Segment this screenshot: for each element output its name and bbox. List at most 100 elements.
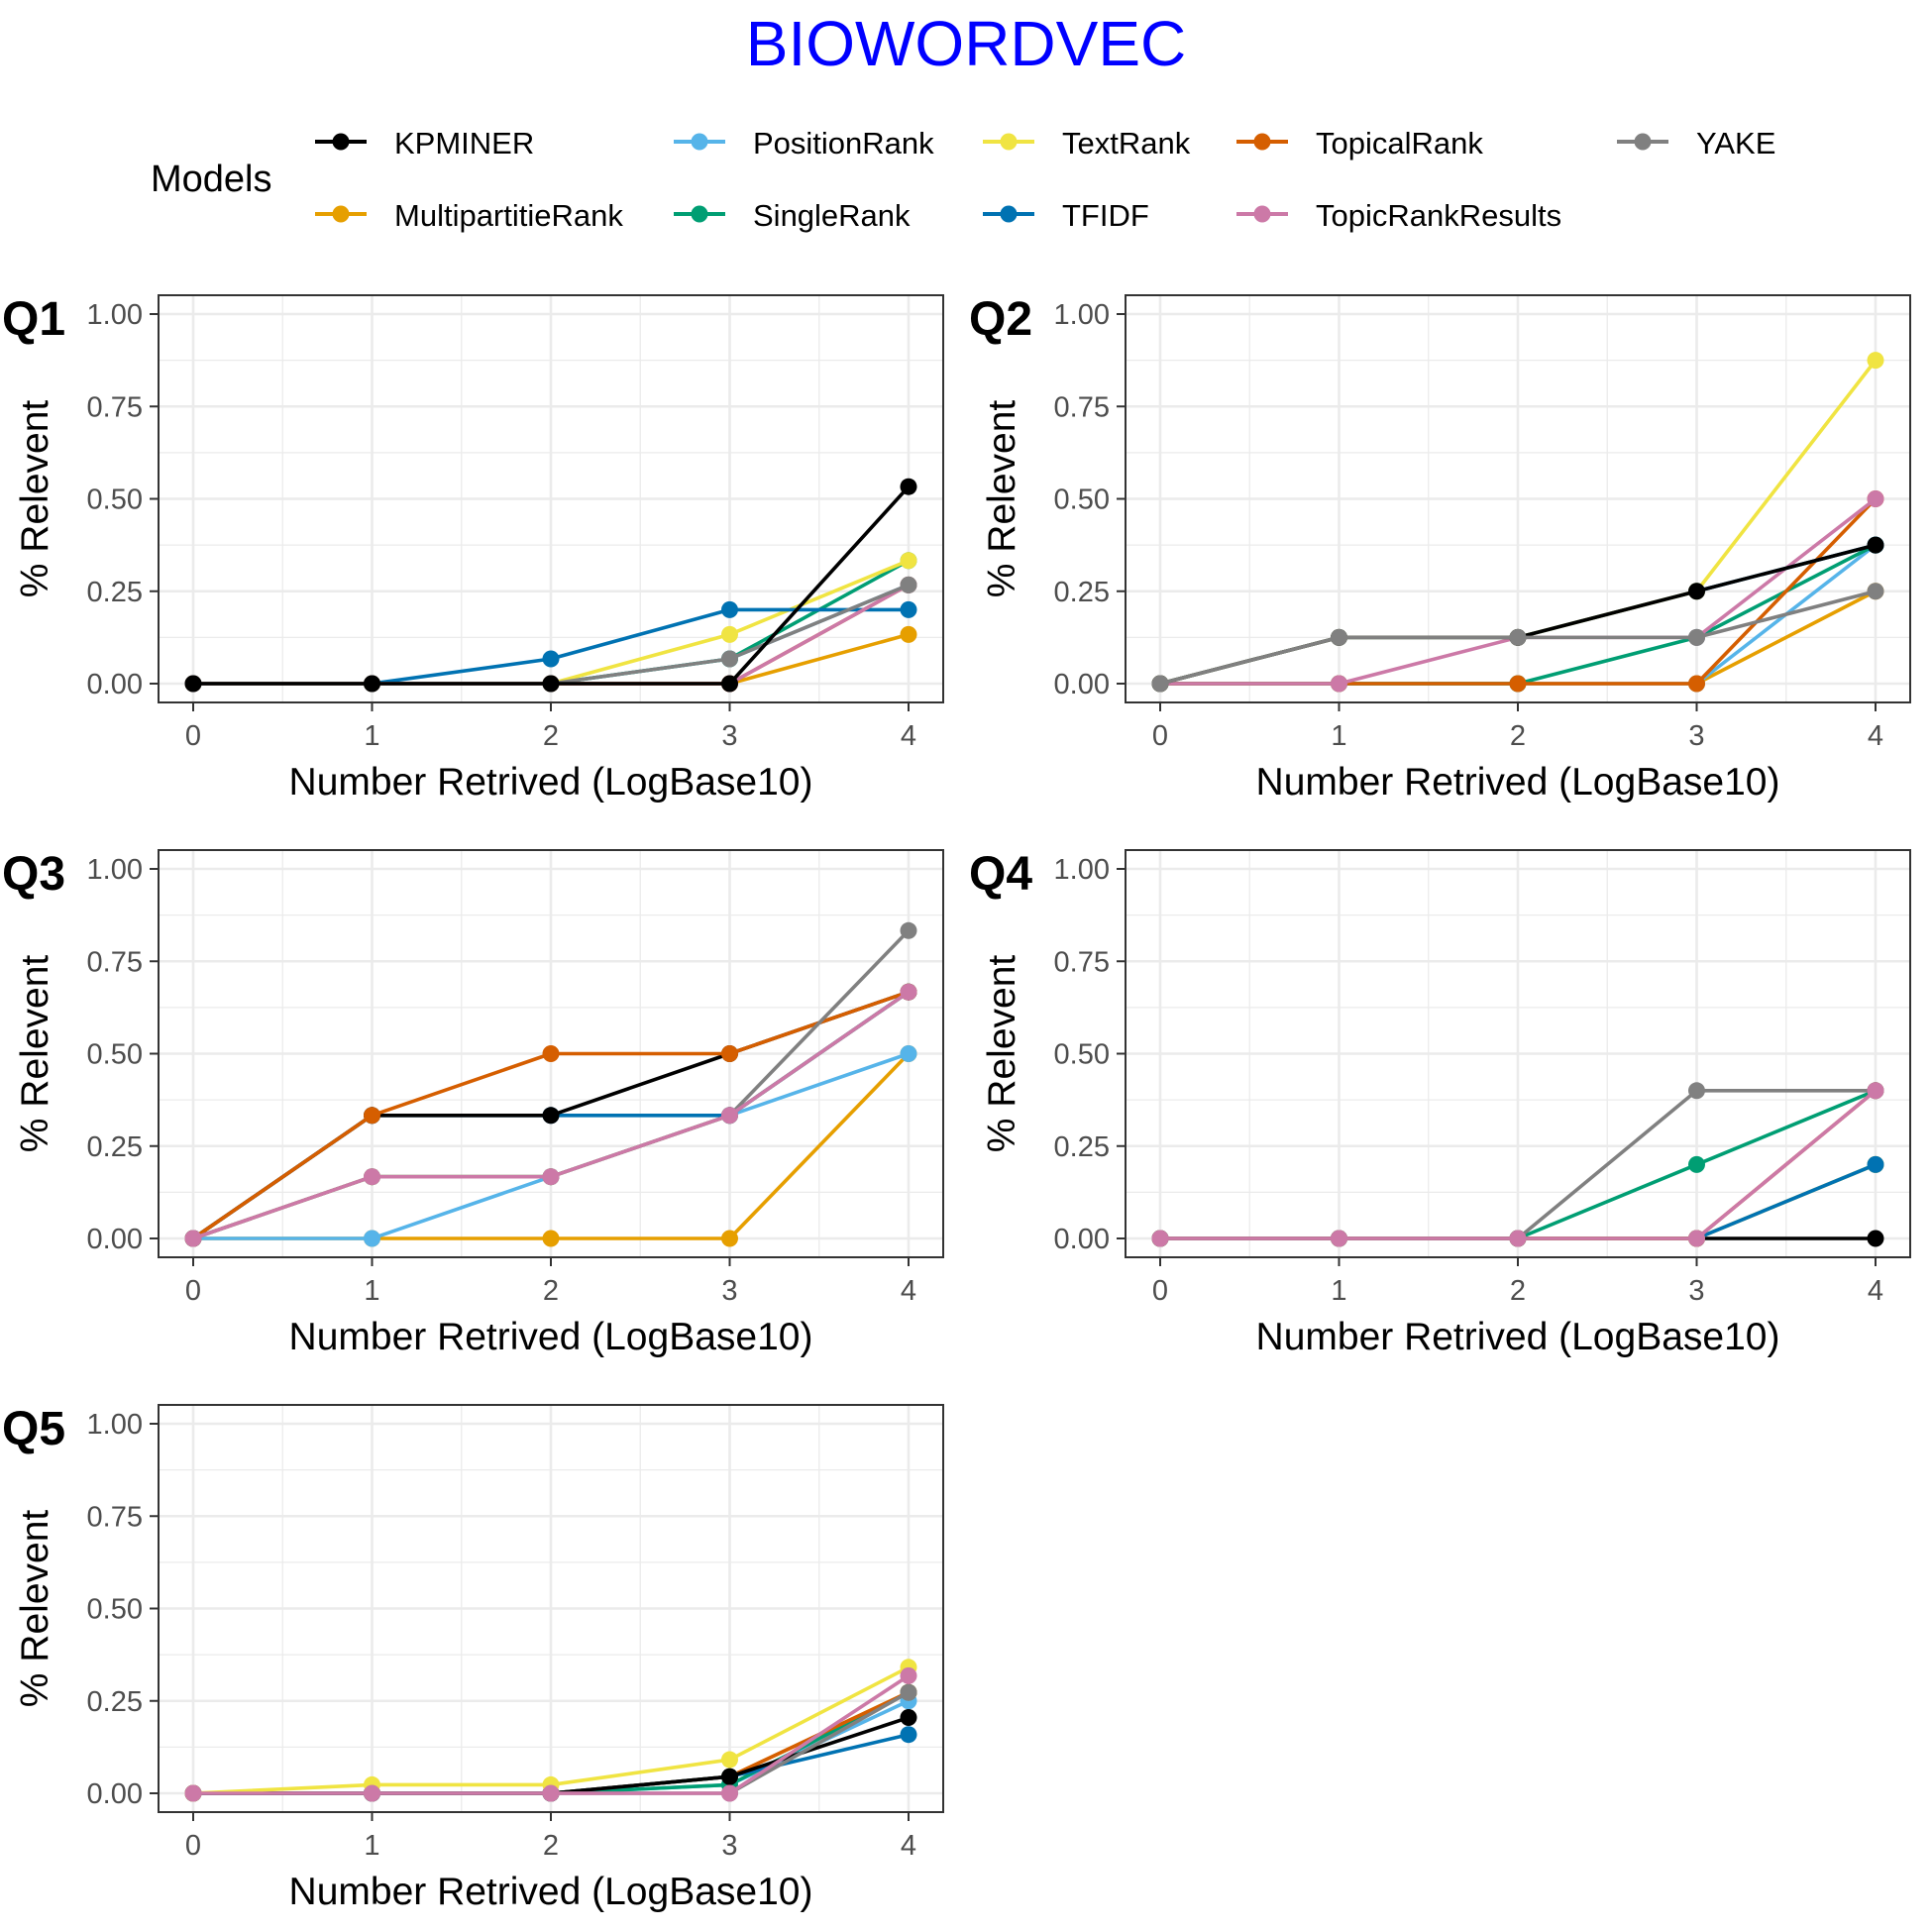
x-tick-label: 3 xyxy=(1688,720,1704,752)
legend-entry-kpminer: KPMINER xyxy=(315,126,534,161)
y-tick-label: 1.00 xyxy=(87,854,143,886)
panel-border xyxy=(1125,849,1911,1258)
data-point xyxy=(1867,352,1884,370)
data-point xyxy=(721,1768,738,1785)
legend-key-point xyxy=(1253,205,1271,223)
y-tick-label: 1.00 xyxy=(87,299,143,331)
y-tick-label: 0.00 xyxy=(1054,1224,1110,1255)
data-point xyxy=(184,1784,202,1802)
panel-tag: Q1 xyxy=(2,293,65,346)
x-axis-label: Number Retrived (LogBase10) xyxy=(289,761,813,804)
series-yake xyxy=(1151,583,1884,693)
x-tick-label: 0 xyxy=(185,1275,201,1307)
data-point xyxy=(1688,1230,1705,1247)
series-group xyxy=(1151,352,1884,693)
data-point xyxy=(1151,675,1169,693)
data-point xyxy=(1331,1230,1347,1247)
y-tick-label: 1.00 xyxy=(87,1409,143,1441)
x-axis-label: Number Retrived (LogBase10) xyxy=(1256,761,1780,804)
legend-label: TopicalRank xyxy=(1316,126,1483,161)
legend-key-point xyxy=(1000,205,1018,223)
data-point xyxy=(1867,1082,1884,1100)
data-point xyxy=(542,1107,560,1125)
series-topicrankresults xyxy=(1151,1082,1884,1247)
y-tick-label: 0.25 xyxy=(87,1131,143,1163)
legend-key-point xyxy=(332,133,350,151)
x-tick-label: 2 xyxy=(1510,1275,1526,1307)
data-point xyxy=(542,1230,560,1247)
x-tick-label: 4 xyxy=(1868,1275,1883,1307)
panel-border xyxy=(158,294,944,703)
x-axis-label: Number Retrived (LogBase10) xyxy=(289,1871,813,1913)
x-tick-label: 2 xyxy=(543,1275,559,1307)
legend-label: KPMINER xyxy=(394,126,534,161)
y-tick-label: 0.25 xyxy=(1054,577,1110,608)
legend-entry-singlerank: SingleRank xyxy=(674,198,911,233)
y-tick-label: 0.50 xyxy=(87,1039,143,1071)
legend-title: Models xyxy=(151,159,272,200)
data-point xyxy=(900,576,917,593)
panel-tag: Q4 xyxy=(969,848,1032,901)
data-point xyxy=(721,600,738,618)
y-axis-label: % Relevent xyxy=(981,400,1023,598)
data-point xyxy=(1867,1155,1884,1173)
x-tick-label: 0 xyxy=(1152,1275,1168,1307)
data-point xyxy=(900,983,917,1001)
data-point xyxy=(1867,583,1884,600)
panel-border xyxy=(158,849,944,1258)
legend-label: SingleRank xyxy=(753,198,911,233)
x-tick-label: 2 xyxy=(543,1830,559,1862)
y-tick-label: 0.50 xyxy=(1054,484,1110,516)
data-point xyxy=(364,1784,380,1802)
data-point xyxy=(721,1784,738,1802)
data-point xyxy=(1509,675,1527,693)
panel-q3: 0.00 0.25 0.50 0.75 1.00 0 1 2 3 4 Number Retrived… xyxy=(2,848,944,1358)
x-axis-label: Number Retrived (LogBase10) xyxy=(1256,1316,1780,1358)
legend: Models KPMINER PositionRank TextRank Topica… xyxy=(151,126,1775,233)
data-point xyxy=(1688,675,1705,693)
x-tick-label: 3 xyxy=(721,1275,737,1307)
data-point xyxy=(542,1168,560,1186)
data-point xyxy=(721,650,738,668)
panel-q2: 0.00 0.25 0.50 0.75 1.00 0 1 2 3 4 Number Retrived… xyxy=(969,293,1911,804)
x-tick-label: 3 xyxy=(721,1830,737,1862)
data-point xyxy=(1867,536,1884,554)
legend-key-point xyxy=(332,205,350,223)
legend-entry-textrank: TextRank xyxy=(983,126,1191,161)
y-axis-label: % Relevent xyxy=(14,1510,56,1708)
data-point xyxy=(721,1107,738,1125)
data-point xyxy=(900,1045,917,1062)
data-point xyxy=(1509,1230,1527,1247)
figure-title: BIOWORDVEC xyxy=(746,8,1186,79)
data-point xyxy=(900,921,917,939)
legend-key-point xyxy=(1000,133,1018,151)
data-point xyxy=(900,478,917,495)
data-point xyxy=(1509,628,1527,646)
data-point xyxy=(721,675,738,693)
data-point xyxy=(900,1683,917,1701)
y-tick-label: 0.75 xyxy=(1054,391,1110,423)
x-tick-label: 0 xyxy=(185,1830,201,1862)
panel-border xyxy=(1125,294,1911,703)
panels: 0.00 0.25 0.50 0.75 1.00 0 1 2 3 4 Number Retrived… xyxy=(2,293,1911,1913)
x-tick-label: 1 xyxy=(364,1830,379,1862)
y-tick-label: 0.50 xyxy=(87,1594,143,1626)
data-point xyxy=(1688,1082,1705,1100)
data-point xyxy=(1867,490,1884,507)
y-tick-label: 0.00 xyxy=(1054,669,1110,700)
x-tick-label: 4 xyxy=(1868,720,1883,752)
x-tick-label: 4 xyxy=(901,1275,916,1307)
series-topicrankresults xyxy=(184,983,917,1247)
data-point xyxy=(542,650,560,668)
panel-border xyxy=(158,1404,944,1813)
y-tick-label: 0.25 xyxy=(87,1686,143,1718)
series-group xyxy=(1151,1082,1884,1247)
series-group xyxy=(184,478,917,693)
legend-entry-topicalrank: TopicalRank xyxy=(1236,126,1483,161)
y-tick-label: 0.00 xyxy=(87,1778,143,1810)
y-tick-label: 0.00 xyxy=(87,1224,143,1255)
series-kpminer xyxy=(184,478,917,693)
data-point xyxy=(1331,628,1347,646)
data-point xyxy=(1688,583,1705,600)
